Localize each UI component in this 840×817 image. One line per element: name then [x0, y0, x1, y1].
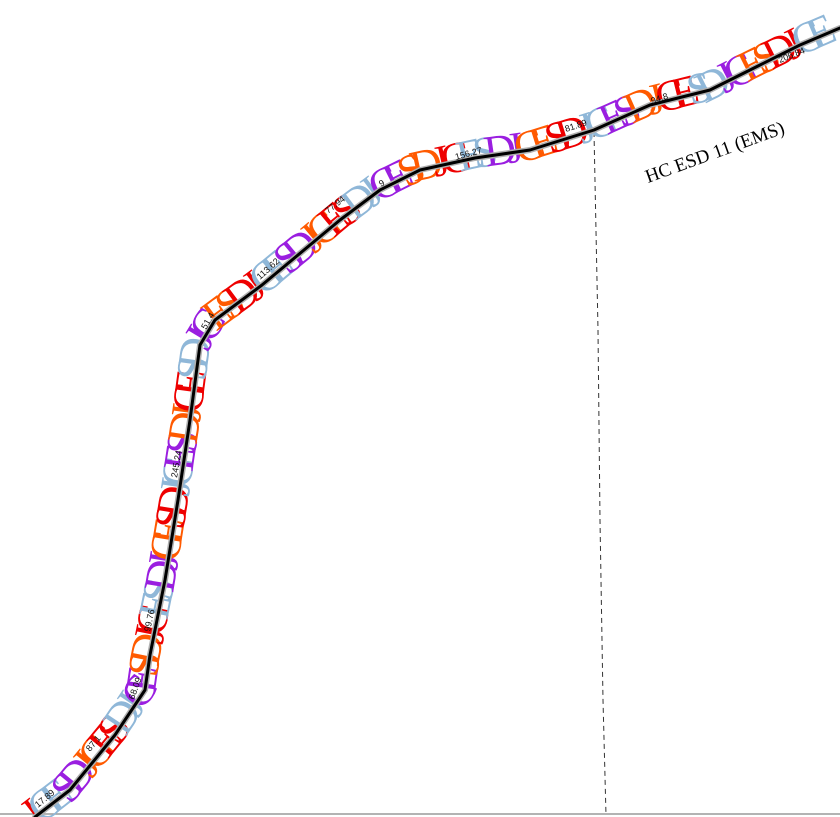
district-boundary: [593, 131, 607, 816]
route-line[interactable]: [33, 26, 840, 817]
route-letter-symbol: J: [161, 401, 212, 424]
segment-label: 245.24: [169, 449, 184, 478]
segment-label: 9: [377, 178, 386, 189]
segment-label: 99.76: [142, 608, 156, 632]
